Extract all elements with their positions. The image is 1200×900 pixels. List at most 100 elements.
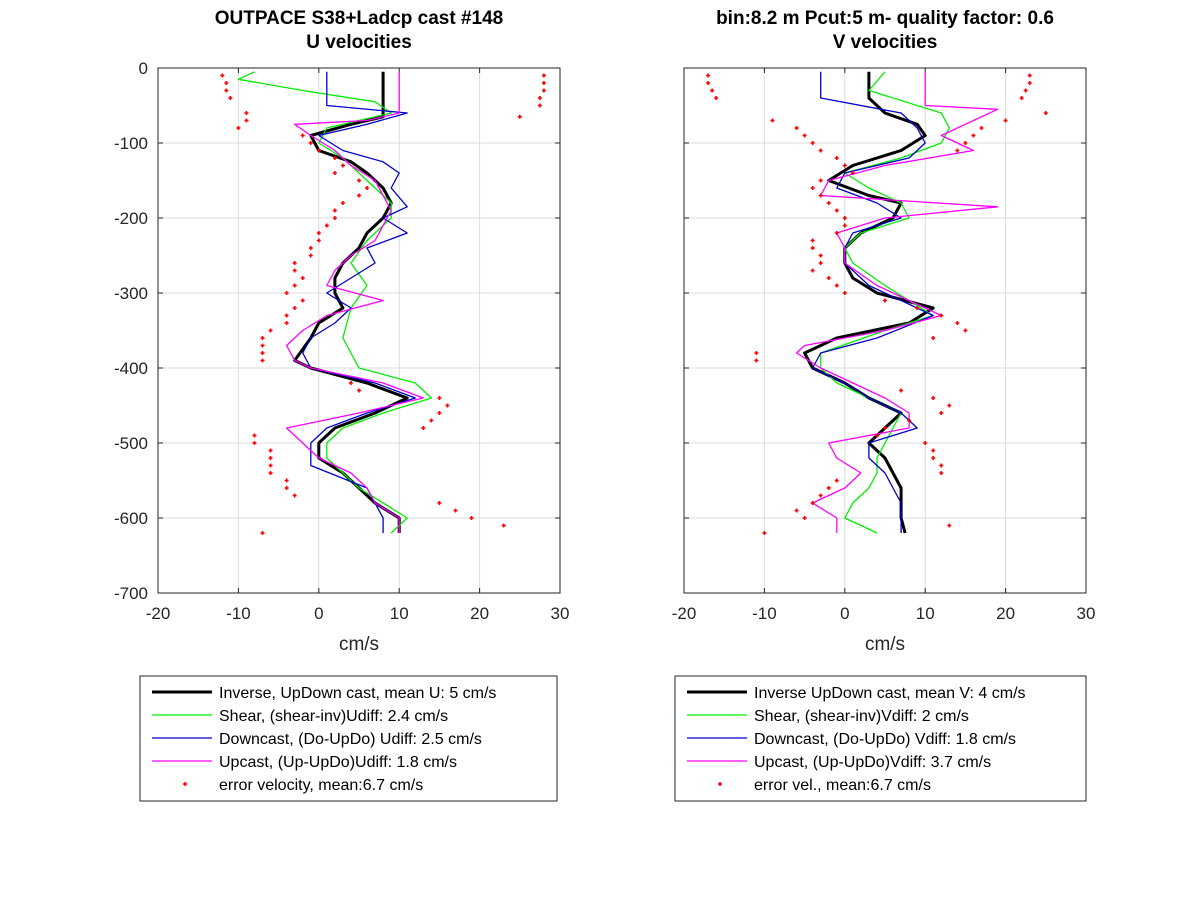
x-tick-label: 10 bbox=[916, 604, 935, 623]
error-velocity-point bbox=[224, 88, 229, 93]
error-velocity-point bbox=[1003, 118, 1008, 123]
error-velocity-point bbox=[284, 486, 289, 490]
error-velocity-point bbox=[710, 88, 715, 93]
shear-line bbox=[237, 71, 433, 534]
error-velocity-point bbox=[818, 493, 823, 498]
error-velocity-point bbox=[236, 126, 241, 130]
error-velocity-point bbox=[802, 516, 807, 520]
x-tick-label: 10 bbox=[390, 604, 409, 623]
error-velocity-point bbox=[1043, 111, 1048, 115]
legend-label: Upcast, (Up-UpDo)Udiff: 1.8 cm/s bbox=[219, 754, 457, 771]
error-velocity-point bbox=[332, 216, 337, 220]
error-velocity-point bbox=[252, 441, 257, 445]
error-velocity-point bbox=[947, 403, 952, 408]
x-tick-label: 0 bbox=[314, 604, 323, 623]
error-velocity-point bbox=[834, 283, 839, 288]
error-velocity-point bbox=[834, 478, 839, 483]
error-velocity-point bbox=[220, 73, 225, 78]
error-velocity-point bbox=[706, 73, 711, 78]
axes-frame bbox=[157, 67, 561, 594]
error-velocity-point bbox=[818, 261, 823, 265]
error-velocity-point bbox=[453, 508, 458, 513]
error-velocity-point bbox=[268, 471, 273, 475]
legend-label: Downcast, (Do-UpDo) Udiff: 2.5 cm/s bbox=[219, 731, 482, 748]
error-velocity-point bbox=[260, 336, 265, 340]
legend-label: Shear, (shear-inv)Udiff: 2.4 cm/s bbox=[219, 708, 448, 725]
error-velocity-point bbox=[348, 381, 353, 385]
chart-title-line-1: bin:8.2 m Pcut:5 m- quality factor: 0.6 bbox=[716, 8, 1054, 29]
error-velocity-point bbox=[826, 201, 831, 205]
error-velocity-point bbox=[979, 126, 984, 130]
error-velocity-point bbox=[332, 171, 337, 175]
error-velocity-point bbox=[762, 531, 767, 535]
error-velocity-point bbox=[810, 141, 815, 145]
error-velocity-point bbox=[244, 118, 249, 123]
shear-line bbox=[820, 71, 950, 534]
error-velocity-point bbox=[300, 276, 305, 280]
error-velocity-point bbox=[818, 253, 823, 258]
error-velocity-point bbox=[802, 133, 807, 138]
error-velocity-point bbox=[260, 531, 265, 535]
legend-label: Downcast, (Do-UpDo) Vdiff: 1.8 cm/s bbox=[754, 731, 1016, 748]
error-velocity-point bbox=[754, 358, 759, 363]
error-velocity-point bbox=[268, 463, 273, 468]
error-velocity-point bbox=[437, 501, 442, 505]
error-velocity-point bbox=[834, 231, 839, 235]
legend-label: Shear, (shear-inv)Vdiff: 2 cm/s bbox=[754, 708, 969, 725]
error-velocity-point bbox=[365, 186, 370, 190]
axes-frame bbox=[683, 67, 1087, 594]
y-tick-label: -200 bbox=[114, 209, 148, 228]
error-velocity-point bbox=[284, 478, 289, 483]
error-velocity-point bbox=[260, 358, 265, 363]
error-velocity-point bbox=[842, 223, 847, 228]
x-axis-label: cm/s bbox=[339, 634, 379, 655]
error-velocity-point bbox=[931, 448, 936, 453]
error-velocity-point bbox=[541, 81, 546, 85]
error-velocity-point bbox=[332, 208, 337, 213]
error-velocity-point bbox=[794, 508, 799, 513]
error-velocity-point bbox=[714, 96, 719, 100]
y-tick-label: -100 bbox=[114, 134, 148, 153]
error-velocity-point bbox=[268, 448, 273, 453]
error-velocity-point bbox=[939, 411, 944, 415]
error-velocity-point bbox=[316, 238, 321, 243]
error-velocity-point bbox=[818, 178, 823, 183]
error-velocity-point bbox=[292, 268, 297, 273]
error-velocity-point bbox=[850, 171, 855, 175]
error-velocity-point bbox=[963, 328, 968, 333]
error-velocity-point bbox=[224, 81, 229, 85]
error-velocity-point bbox=[963, 141, 968, 145]
x-tick-label: -10 bbox=[752, 604, 777, 623]
error-velocity-point bbox=[501, 523, 506, 528]
error-velocity-point bbox=[818, 193, 823, 198]
error-velocity-point bbox=[252, 433, 257, 438]
error-velocity-point bbox=[260, 351, 265, 355]
error-velocity-point bbox=[357, 178, 361, 183]
error-velocity-point bbox=[874, 433, 879, 438]
u-velocity-panel: OUTPACE S38+Ladcp cast #148 U velocities -… bbox=[114, 8, 570, 802]
y-tick-label: -300 bbox=[114, 284, 148, 303]
error-velocity-point bbox=[292, 493, 297, 498]
error-velocity-point bbox=[810, 268, 815, 273]
error-velocity-point bbox=[883, 298, 887, 303]
series-layer bbox=[706, 71, 1048, 535]
y-tick-label: -600 bbox=[114, 509, 148, 528]
x-tick-label: 30 bbox=[551, 604, 570, 623]
upcast-line bbox=[285, 71, 424, 533]
error-velocity-point bbox=[939, 471, 944, 475]
x-tick-label: 20 bbox=[470, 604, 489, 623]
error-velocity-point bbox=[939, 313, 944, 318]
error-velocity-point bbox=[300, 133, 305, 138]
error-velocity-point bbox=[537, 103, 542, 108]
error-velocity-point bbox=[228, 96, 233, 100]
error-velocity-point bbox=[923, 441, 928, 445]
error-velocity-point bbox=[770, 118, 775, 123]
error-velocity-point bbox=[268, 456, 273, 460]
error-velocity-point bbox=[931, 456, 936, 460]
error-velocity-point bbox=[537, 96, 542, 100]
error-velocity-point bbox=[947, 523, 952, 528]
error-velocity-point bbox=[899, 388, 904, 393]
error-velocity-point bbox=[931, 336, 936, 340]
error-velocity-points bbox=[220, 73, 546, 535]
